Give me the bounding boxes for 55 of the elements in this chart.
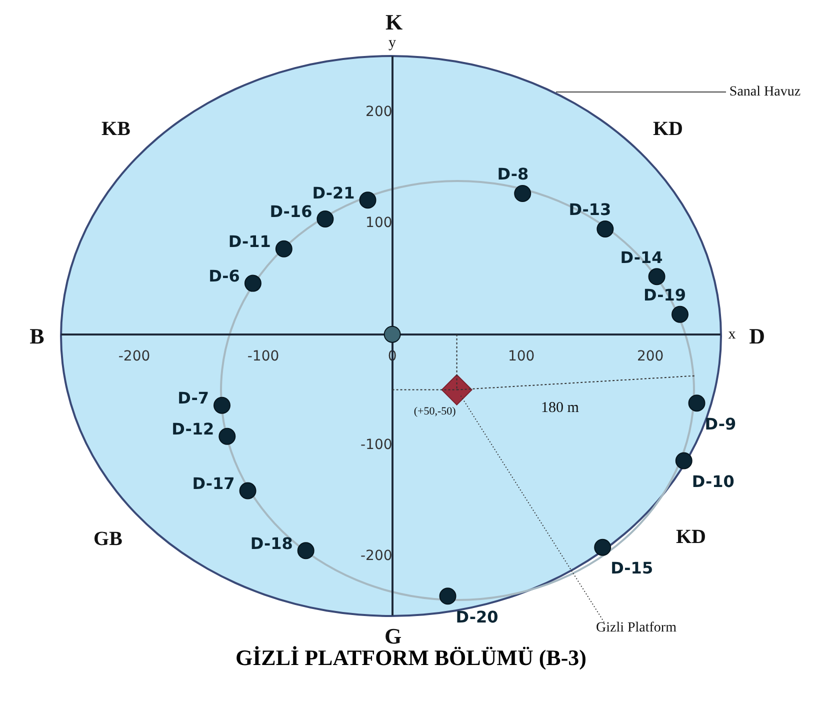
point xyxy=(675,452,692,470)
series-label: D-6 xyxy=(208,266,240,286)
series-label: D-13 xyxy=(568,200,612,220)
y-tick-label: -100 xyxy=(360,436,392,453)
annotation: KB xyxy=(102,118,130,140)
series-label: D-12 xyxy=(172,420,214,439)
series-label: D-15 xyxy=(610,558,654,578)
annotation: KD xyxy=(653,118,683,140)
series-label: D-16 xyxy=(270,202,312,222)
point xyxy=(672,306,689,323)
point xyxy=(514,184,532,202)
series-label: D-10 xyxy=(692,472,734,491)
point xyxy=(297,542,314,560)
annotation: 180 m xyxy=(541,400,580,416)
annotation: Gizli Platform xyxy=(596,620,677,636)
text: K xyxy=(385,10,403,35)
x-axis-title: x xyxy=(728,326,736,342)
point xyxy=(441,374,472,406)
y-tick-label: 200 xyxy=(366,104,392,120)
point xyxy=(239,482,256,500)
point xyxy=(384,326,401,343)
series-label: D-11 xyxy=(228,232,271,252)
point xyxy=(439,588,456,605)
series-label: D-19 xyxy=(644,286,686,305)
x-tick-label: 100 xyxy=(508,348,535,364)
series-label: D-8 xyxy=(497,164,529,184)
annotation: KD xyxy=(676,526,706,548)
series-label: D-9 xyxy=(704,414,736,434)
point xyxy=(213,396,230,414)
y-tick-label: 100 xyxy=(366,215,392,232)
point xyxy=(359,192,376,209)
point xyxy=(648,268,666,286)
point xyxy=(688,394,706,412)
text: Sanal Havuz xyxy=(729,84,801,100)
text: D xyxy=(749,324,765,349)
series-label: D-14 xyxy=(620,248,663,267)
point xyxy=(275,240,292,258)
y-axis-title: y xyxy=(388,34,397,51)
x-tick-label: 200 xyxy=(636,348,664,364)
series-label: D-18 xyxy=(250,534,293,553)
annotation: (+50,-50) xyxy=(414,406,456,418)
point xyxy=(594,538,612,556)
x-tick-label: -100 xyxy=(247,348,280,364)
point xyxy=(316,210,334,228)
point xyxy=(218,428,236,445)
series-label: D-20 xyxy=(456,607,498,626)
x-tick-label: -200 xyxy=(118,348,150,364)
text: B xyxy=(30,324,45,349)
series-label: D-17 xyxy=(192,474,235,493)
point xyxy=(244,274,262,292)
annotation: GB xyxy=(94,528,122,550)
series-label: D-7 xyxy=(178,388,209,408)
point xyxy=(596,220,614,238)
y-tick-label: -200 xyxy=(360,548,392,564)
series-label: D-21 xyxy=(312,183,355,202)
